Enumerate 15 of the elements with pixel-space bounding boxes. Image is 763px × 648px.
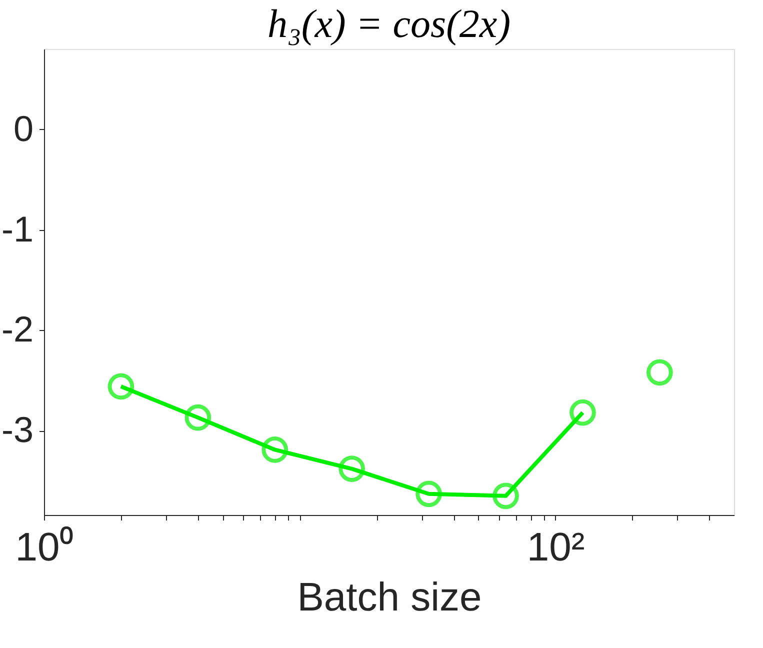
point xyxy=(492,482,519,510)
y-tick-label: -3 xyxy=(1,409,34,450)
y-tick-label: -1 xyxy=(1,208,34,250)
x-tick-label: 10⁰ xyxy=(15,526,74,570)
point xyxy=(338,456,366,482)
point xyxy=(570,399,596,426)
x-tick-label: 10² xyxy=(526,526,585,570)
point xyxy=(262,436,288,463)
point xyxy=(184,404,212,431)
y-tick-label: -2 xyxy=(1,308,34,350)
chart-title: h₃(x) = cos(2x) xyxy=(267,1,511,46)
x-axis-title: Batch size xyxy=(297,576,482,620)
point xyxy=(108,373,134,400)
point xyxy=(416,480,442,508)
y-tick-label: 0 xyxy=(13,108,34,149)
